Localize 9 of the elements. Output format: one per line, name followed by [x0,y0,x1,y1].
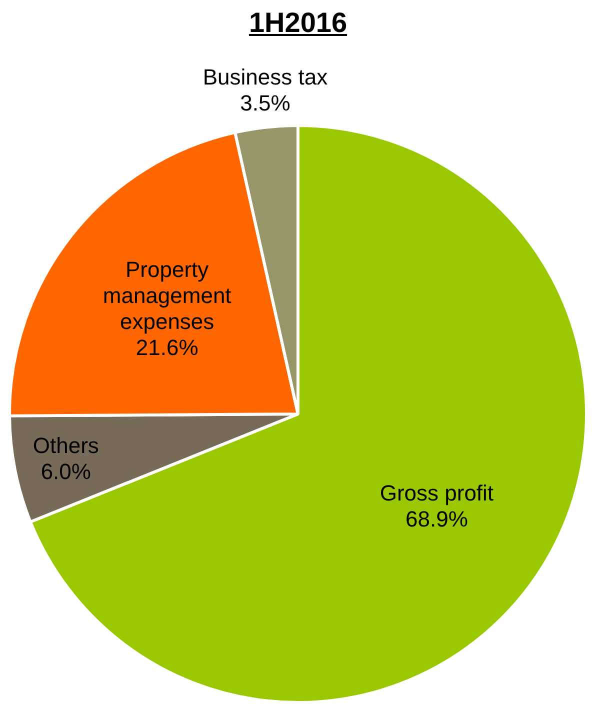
data-label: 3.5% [240,90,290,116]
slice-label: Business tax [202,64,328,90]
data-label: 21.6% [136,334,198,360]
slice-label: Others [32,432,99,458]
chart-title: 1H2016 [248,6,348,40]
data-label: 6.0% [40,458,91,484]
data-label: 68.9% [405,506,468,532]
slice-label: Property management expenses [102,256,232,334]
slice-label: Gross profit [380,480,494,506]
